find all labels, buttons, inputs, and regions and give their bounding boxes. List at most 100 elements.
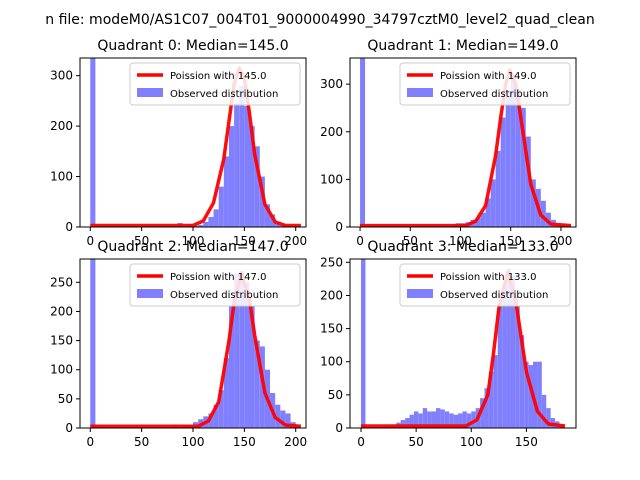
axes-frame xyxy=(349,57,577,228)
x-tick-label: 0 xyxy=(86,435,94,449)
axes-frame xyxy=(349,258,577,429)
quadrant-title: Quadrant 3: Median=133.0 xyxy=(367,239,558,255)
histogram-bar xyxy=(540,200,546,227)
y-tick-label: 250 xyxy=(320,255,343,269)
y-tick-label: 0 xyxy=(65,421,73,435)
histogram-bar xyxy=(530,179,536,227)
histogram-bar xyxy=(285,413,291,428)
histogram-bar xyxy=(249,305,255,428)
histogram-bar xyxy=(495,150,501,227)
histogram-bar xyxy=(444,411,450,428)
y-tick-label: 200 xyxy=(50,119,73,133)
x-tick-label: 150 xyxy=(499,234,522,248)
histogram-bar xyxy=(405,418,410,428)
histogram-bar xyxy=(440,409,445,428)
histogram-bar xyxy=(208,413,214,428)
quadrant-0-chart: 0 50 100 150 200 0 100 200 300 Quadrant 0: Median… xyxy=(50,38,307,248)
histogram-bar xyxy=(228,126,235,227)
quadrant-3-chart: 0 50 100 150 0 50 100 150 200 250 Quadrant 3: Medi… xyxy=(320,239,577,449)
y-tick-label: 250 xyxy=(50,275,73,289)
x-tick-label: 0 xyxy=(86,234,94,248)
histogram-bar xyxy=(497,305,503,428)
histogram-bar xyxy=(493,355,498,428)
histogram-bar xyxy=(413,411,419,428)
histogram-bar xyxy=(485,198,491,227)
histogram-bar xyxy=(360,58,366,227)
histogram-bar xyxy=(244,105,250,227)
y-tick-label: 200 xyxy=(50,304,73,318)
histogram-bar xyxy=(505,91,511,227)
histogram-bar xyxy=(213,404,219,428)
histogram-bar xyxy=(203,221,209,227)
histogram-bar xyxy=(254,340,260,428)
legend-observed-label: Observed distribution xyxy=(440,89,548,100)
legend-box xyxy=(399,62,571,106)
legend-box xyxy=(129,263,301,307)
legend-fit-label: Poission with 147.0 xyxy=(170,272,266,283)
x-tick-label: 50 xyxy=(403,234,418,248)
histogram-bar xyxy=(537,361,542,428)
histogram-bar xyxy=(480,212,486,227)
y-tick-label: 50 xyxy=(328,388,343,402)
histogram-bar xyxy=(234,103,240,227)
histogram-bar xyxy=(90,58,96,227)
histogram-bar xyxy=(475,217,481,227)
x-tick-label: 100 xyxy=(449,234,472,248)
y-tick-label: 0 xyxy=(335,220,343,234)
histogram-bar xyxy=(515,88,521,227)
y-tick-label: 50 xyxy=(58,392,73,406)
histogram-bar xyxy=(90,259,96,428)
x-tick-label: 50 xyxy=(409,435,424,449)
histogram-bar xyxy=(427,411,432,428)
x-tick-label: 150 xyxy=(515,435,538,449)
y-tick-label: 100 xyxy=(320,172,343,186)
plot-area xyxy=(360,58,572,227)
x-tick-label: 100 xyxy=(182,435,205,449)
y-tick-label: 200 xyxy=(320,125,343,139)
quadrant-panels: 0 50 100 150 200 0 100 200 300 Quadrant 0: Median… xyxy=(50,38,577,449)
y-tick-label: 150 xyxy=(50,334,73,348)
histogram-bar xyxy=(458,413,463,428)
y-tick-label: 150 xyxy=(320,322,343,336)
histogram-bar xyxy=(500,117,506,227)
x-tick-label: 200 xyxy=(284,435,307,449)
histogram-bar xyxy=(275,404,281,428)
histogram-bar xyxy=(515,305,520,428)
y-tick-label: 300 xyxy=(320,77,343,91)
histogram-bar xyxy=(510,74,516,227)
histogram-bar xyxy=(223,156,229,227)
histogram-bar xyxy=(400,420,406,428)
histogram-bar xyxy=(484,388,489,428)
histogram-bar xyxy=(520,107,526,227)
x-tick-label: 0 xyxy=(356,234,364,248)
histogram-bar xyxy=(264,204,271,227)
x-tick-label: 150 xyxy=(233,435,256,449)
y-tick-label: 0 xyxy=(65,220,73,234)
histogram-bar xyxy=(533,361,538,428)
histogram-bar xyxy=(462,411,467,428)
x-tick-label: 100 xyxy=(460,435,483,449)
x-tick-label: 100 xyxy=(182,234,205,248)
histogram-bar xyxy=(422,408,428,428)
y-tick-label: 100 xyxy=(320,355,343,369)
histogram-bar xyxy=(259,176,265,227)
histogram-bar xyxy=(524,361,529,428)
quadrant-title: Quadrant 2: Median=147.0 xyxy=(97,239,288,255)
histogram-bar xyxy=(234,273,240,428)
histogram-bar xyxy=(254,146,260,227)
histogram-bar xyxy=(471,411,476,428)
legend-observed-swatch xyxy=(137,289,163,298)
histogram-bar xyxy=(541,394,547,428)
legend-observed-label: Observed distribution xyxy=(170,89,278,100)
histogram-bar xyxy=(228,305,235,428)
x-tick-label: 50 xyxy=(134,435,149,449)
histogram-bar xyxy=(361,259,366,428)
y-tick-label: 300 xyxy=(50,69,73,83)
histogram-bar xyxy=(453,414,459,428)
x-tick-label: 150 xyxy=(233,234,256,248)
histogram-bar xyxy=(198,224,204,227)
quadrant-title: Quadrant 1: Median=149.0 xyxy=(367,38,558,54)
histogram-bar xyxy=(431,411,436,428)
histogram-bar xyxy=(208,216,214,227)
